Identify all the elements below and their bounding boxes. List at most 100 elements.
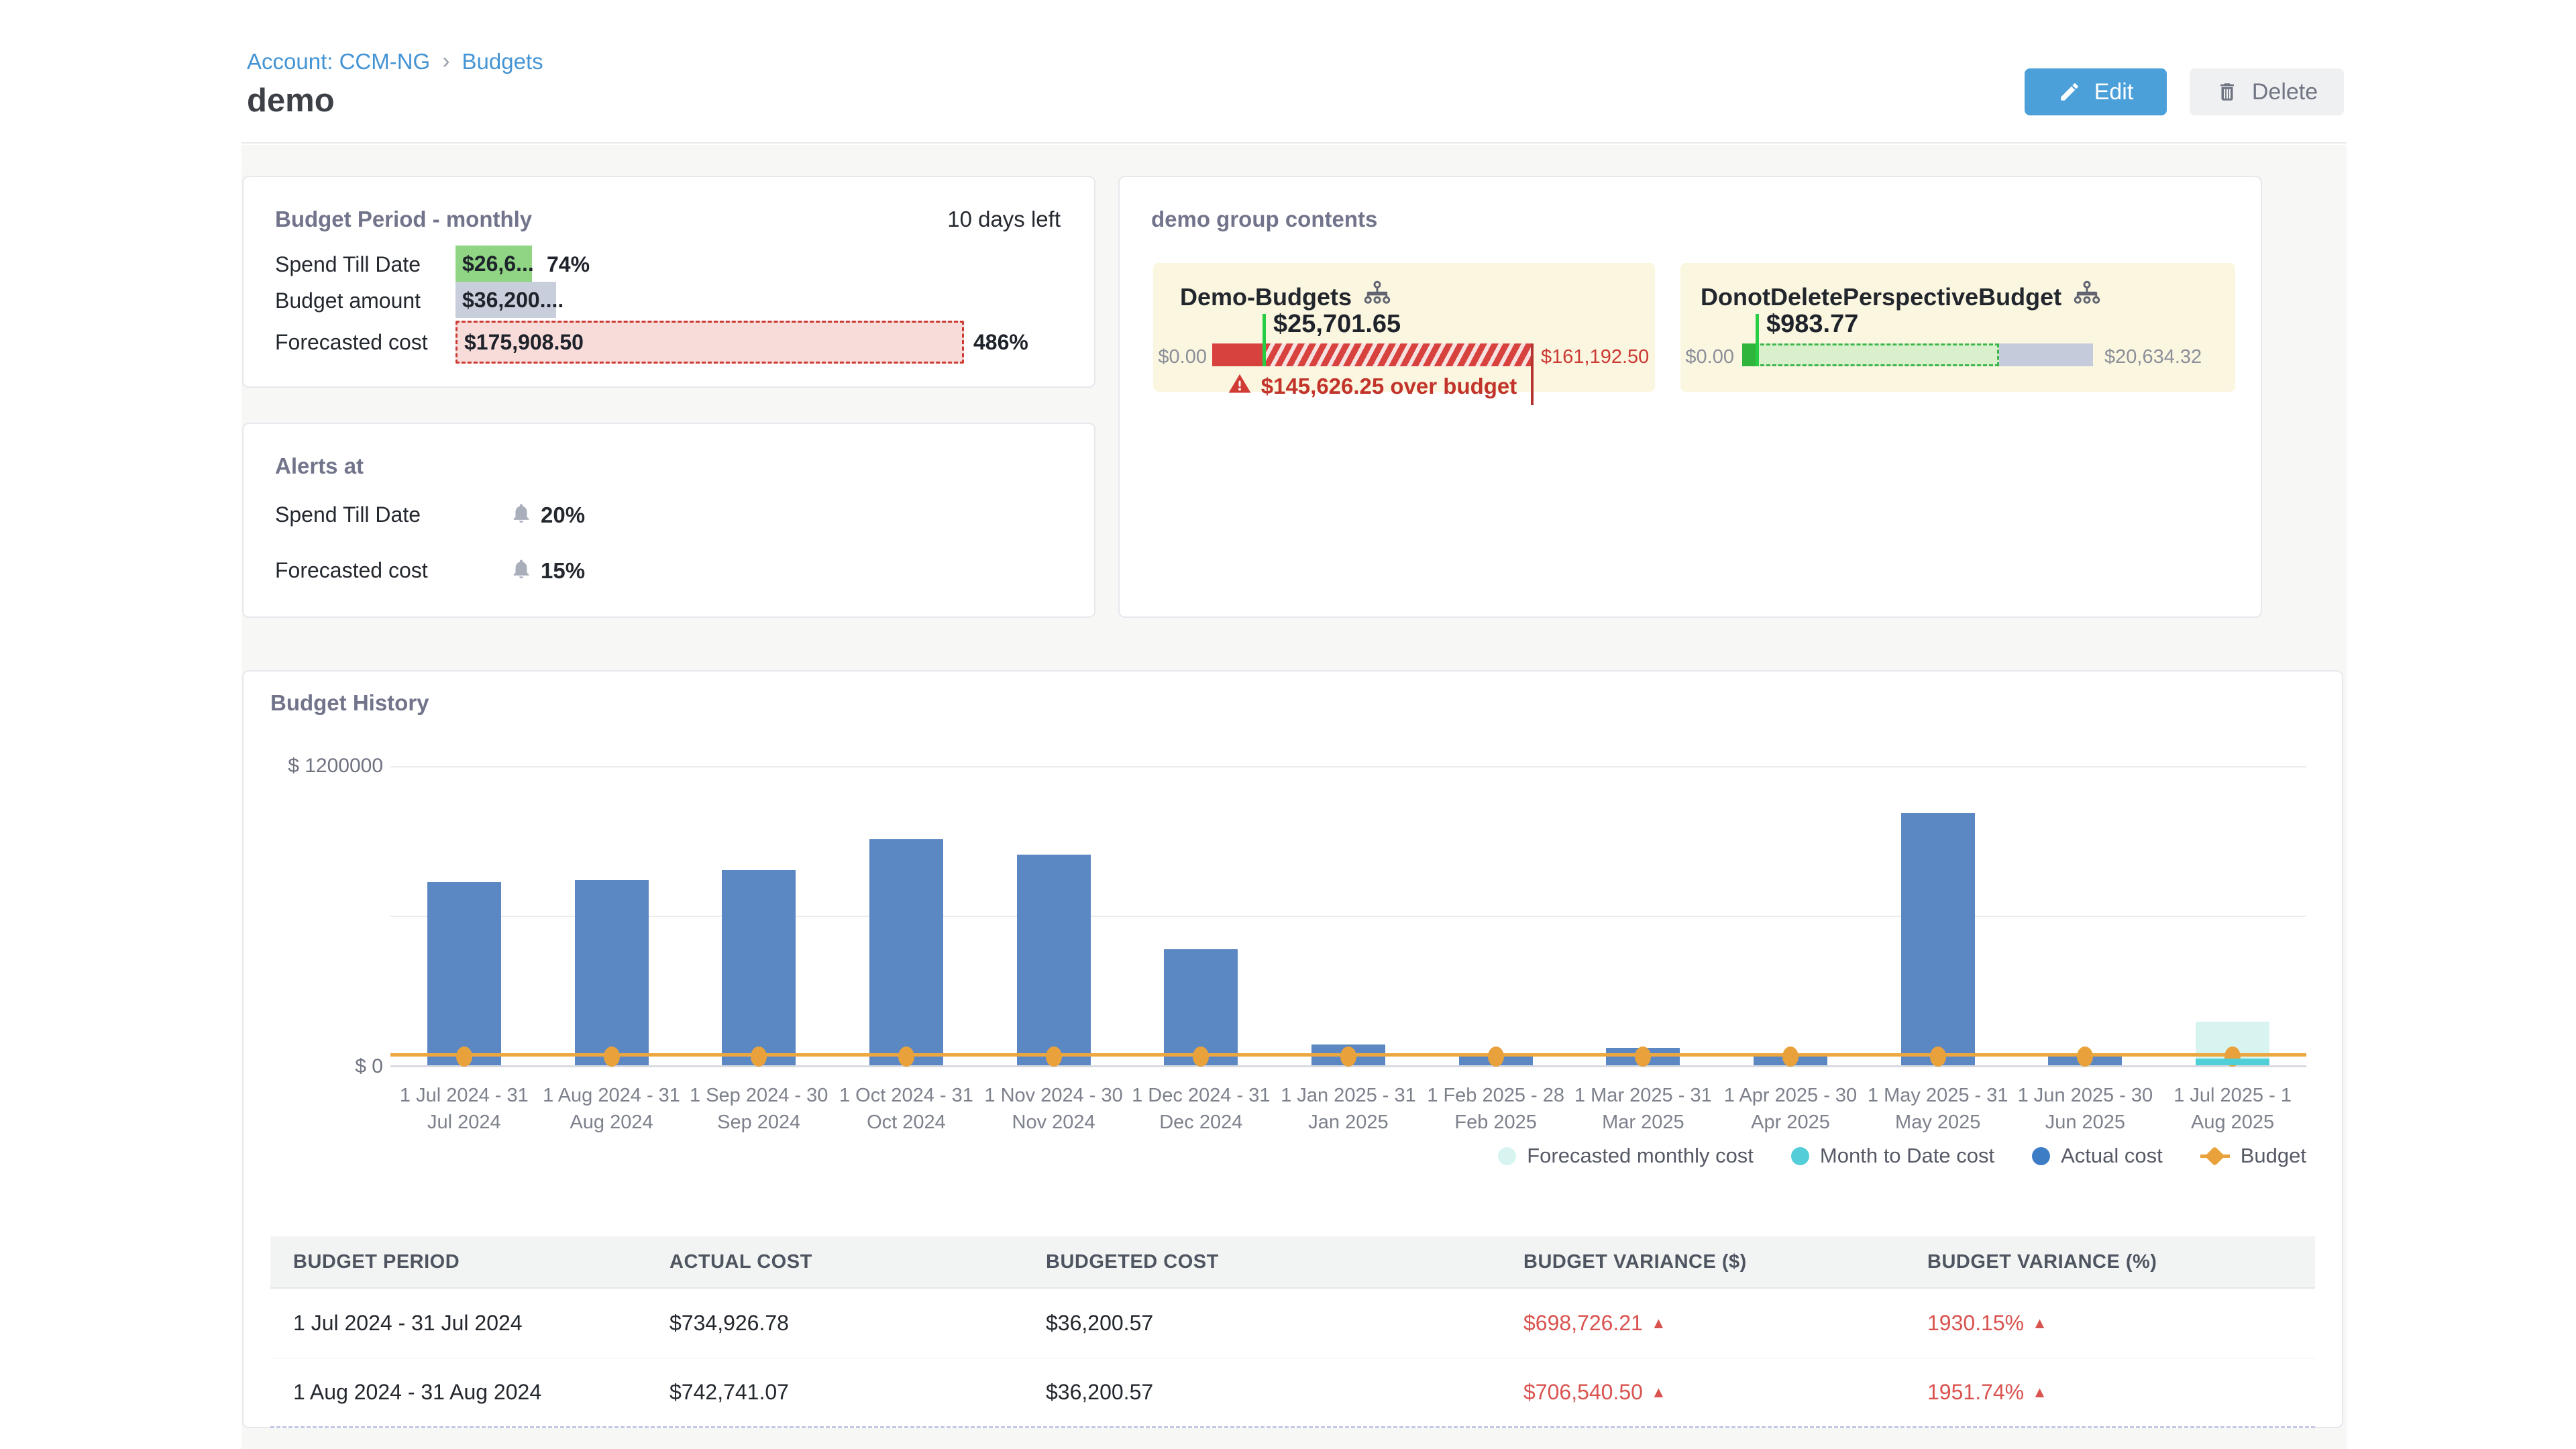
donotdelete-progress-bar: $983.77	[1742, 310, 2093, 366]
cell-budgeted: $36,200.57	[1046, 1311, 1154, 1335]
chart-category-slot	[1570, 766, 1717, 1067]
demo-budgets-progress-bar: $25,701.65	[1212, 310, 1534, 405]
actual-cost-bar	[427, 881, 501, 1065]
col-budgeted-cost: BUDGETED COST	[1046, 1250, 1219, 1273]
budget-period-card: Budget Period - monthly 10 days left Spe…	[242, 176, 1095, 388]
up-triangle-icon: ▲	[2032, 1383, 2047, 1401]
trash-icon	[2216, 80, 2239, 103]
forecasted-cost-bar: $175,908.50	[455, 321, 964, 364]
budget-point	[1340, 1046, 1356, 1067]
spend-marker	[1263, 314, 1266, 366]
alert-forecast-value: 15%	[541, 557, 586, 583]
actual-cost-bar	[1900, 812, 1975, 1065]
forecasted-cost-label: Forecasted cost	[275, 330, 428, 354]
breadcrumb: Account: CCM-NG › Budgets	[247, 48, 543, 74]
cell-variance-pct: 1951.74% ▲	[1927, 1380, 2047, 1404]
alert-row-forecast: Forecasted cost 15%	[275, 557, 1063, 584]
chart-plot	[390, 766, 2306, 1067]
budget-point	[898, 1046, 914, 1067]
bar-min-label: $0.00	[1158, 346, 1207, 368]
up-triangle-icon: ▲	[2032, 1314, 2047, 1332]
x-axis-label: 1 Apr 2025 - 30 Apr 2025	[1723, 1085, 1858, 1133]
budget-tile-value: $983.77	[1766, 310, 1859, 338]
col-variance-usd: BUDGET VARIANCE ($)	[1523, 1250, 1747, 1273]
up-triangle-icon: ▲	[1650, 1314, 1666, 1332]
budget-point	[603, 1046, 620, 1067]
cell-budgeted: $36,200.57	[1046, 1380, 1154, 1404]
x-axis-label: 1 Jan 2025 - 31 Jan 2025	[1281, 1085, 1416, 1133]
hierarchy-icon	[2072, 279, 2102, 315]
budget-history-panel: Budget History $ 1200000 $ 0 1 Jul 2024 …	[242, 670, 2343, 1428]
edit-button-label: Edit	[2094, 78, 2134, 105]
cell-period: 1 Aug 2024 - 31 Aug 2024	[293, 1380, 542, 1404]
budget-limit-marker	[1531, 343, 1534, 405]
breadcrumb-account-link[interactable]: Account: CCM-NG	[247, 48, 431, 74]
remaining-segment	[1999, 343, 2093, 366]
x-axis-label: 1 Oct 2024 - 31 Oct 2024	[839, 1085, 973, 1133]
chart-category-slot	[1864, 766, 2012, 1067]
legend-item[interactable]: Forecasted monthly cost	[1498, 1144, 1754, 1168]
budget-point	[1193, 1046, 1210, 1067]
alert-forecast-label: Forecasted cost	[275, 558, 428, 582]
legend-item[interactable]: Actual cost	[2032, 1144, 2163, 1168]
group-card-title: demo group contents	[1151, 207, 1378, 231]
actual-cost-bar	[722, 870, 796, 1065]
x-axis-label: 1 May 2025 - 31 May 2025	[1867, 1085, 2008, 1133]
legend-item[interactable]: Budget	[2200, 1144, 2306, 1168]
actual-cost-bar	[1164, 949, 1238, 1065]
budget-diamond-marker	[2200, 1146, 2230, 1166]
forecast-percentage: 486%	[973, 330, 1028, 354]
budget-amount-label: Budget amount	[275, 288, 421, 313]
chart-legend: Forecasted monthly cost Month to Date cos…	[1498, 1144, 2306, 1168]
edit-button[interactable]: Edit	[2025, 68, 2167, 115]
spend-till-date-label: Spend Till Date	[275, 252, 421, 276]
alert-spend-value: 20%	[541, 502, 586, 527]
legend-dot-icon	[1790, 1146, 1809, 1165]
x-axis-label: 1 Feb 2025 - 28 Feb 2025	[1427, 1085, 1565, 1133]
breadcrumb-budgets-link[interactable]: Budgets	[462, 48, 543, 74]
col-variance-pct: BUDGET VARIANCE (%)	[1927, 1250, 2157, 1273]
budget-point	[2077, 1046, 2094, 1067]
chart-category-slot	[2012, 766, 2159, 1067]
cell-variance-usd: $706,540.50 ▲	[1523, 1380, 1666, 1404]
actual-cost-bar	[869, 839, 943, 1065]
bell-icon	[510, 557, 533, 584]
budget-period-card-title: Budget Period - monthly	[275, 207, 533, 231]
x-axis-label: 1 Mar 2025 - 31 Mar 2025	[1574, 1085, 1712, 1133]
delete-button[interactable]: Delete	[2190, 68, 2344, 115]
chart-x-labels: 1 Jul 2024 - 31 Jul 2024 1 Aug 2024 - 31 Au…	[390, 1082, 2306, 1136]
x-axis-label: 1 Jun 2025 - 30 Jun 2025	[2017, 1085, 2153, 1133]
chart-category-slot	[1717, 766, 1864, 1067]
over-budget-text: $145,626.25 over budget	[1260, 374, 1517, 398]
gridline-top	[390, 766, 2306, 767]
budget-point	[1487, 1046, 1504, 1067]
cell-variance-pct: 1930.15% ▲	[1927, 1311, 2047, 1335]
budget-history-table: BUDGET PERIOD ACTUAL COST BUDGETED COST …	[270, 1236, 2315, 1428]
budget-tile-name: Demo-Budgets	[1180, 282, 1352, 311]
table-header-row: BUDGET PERIOD ACTUAL COST BUDGETED COST …	[270, 1236, 2315, 1289]
warning-icon	[1228, 372, 1252, 401]
col-actual-cost: ACTUAL COST	[669, 1250, 812, 1273]
chart-category-slot	[1422, 766, 1570, 1067]
legend-item[interactable]: Month to Date cost	[1790, 1144, 1994, 1168]
col-budget-period: BUDGET PERIOD	[293, 1250, 460, 1273]
chart-category-slot	[538, 766, 686, 1067]
cell-period: 1 Jul 2024 - 31 Jul 2024	[293, 1311, 523, 1335]
x-axis-label: 1 Jul 2024 - 31 Jul 2024	[399, 1085, 529, 1133]
actual-cost-bar	[1016, 854, 1091, 1065]
x-axis-label: 1 Jul 2025 - 1 Aug 2025	[2174, 1085, 2292, 1133]
bar-min-label: $0.00	[1685, 346, 1734, 368]
budget-tile-demo-budgets[interactable]: Demo-Budgets $0.00 $25,701.65 $161,192.5…	[1153, 263, 1655, 405]
table-row[interactable]: 1 Aug 2024 - 31 Aug 2024 $742,741.07 $36…	[270, 1358, 2315, 1428]
budget-tile-value: $25,701.65	[1273, 310, 1401, 338]
budget-tile-donotdelete[interactable]: DonotDeletePerspectiveBudget $0.00 $983.…	[1680, 263, 2235, 392]
bar-max-label: $20,634.32	[2104, 346, 2202, 368]
cell-variance-usd: $698,726.21 ▲	[1523, 1311, 1666, 1335]
chart-category-slot	[390, 766, 538, 1067]
budget-amount-bar: $36,200....	[455, 282, 564, 318]
bar-max-label: $161,192.50	[1541, 346, 1650, 368]
budget-point	[1782, 1046, 1799, 1067]
month-to-date-bar	[2196, 1059, 2270, 1065]
table-row[interactable]: 1 Jul 2024 - 31 Jul 2024 $734,926.78 $36…	[270, 1289, 2315, 1358]
x-axis-label: 1 Aug 2024 - 31 Aug 2024	[543, 1085, 680, 1133]
